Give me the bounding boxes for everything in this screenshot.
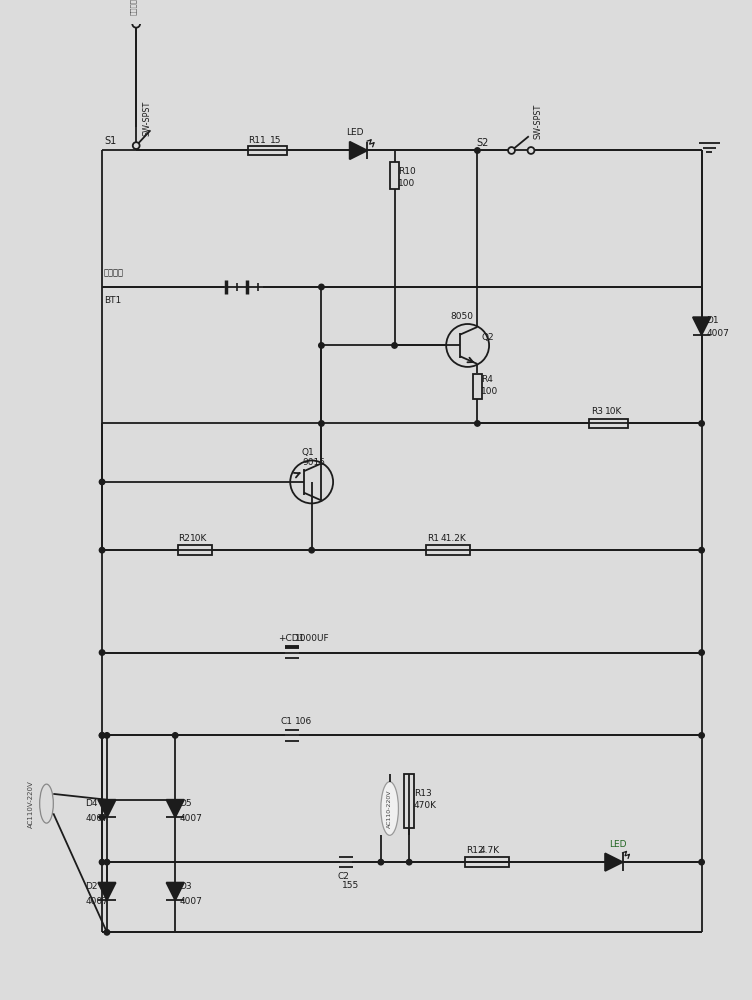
Circle shape [309,547,314,553]
Circle shape [99,733,105,738]
Text: R2: R2 [178,534,190,543]
Circle shape [99,650,105,655]
Text: LED: LED [609,840,626,849]
Text: AC110-220V: AC110-220V [387,789,392,828]
Text: Q2: Q2 [481,333,494,342]
Circle shape [99,479,105,485]
Text: S2: S2 [477,138,489,148]
Text: D1: D1 [706,316,719,325]
Text: D3: D3 [179,882,192,891]
Circle shape [132,20,140,28]
Circle shape [378,859,384,865]
Circle shape [99,815,105,820]
Text: 其他功能: 其他功能 [130,0,137,15]
Circle shape [699,859,705,865]
Circle shape [319,343,324,348]
Text: R10: R10 [399,167,416,176]
Polygon shape [605,853,623,871]
Text: 4007: 4007 [179,814,202,823]
Circle shape [172,733,178,738]
Circle shape [475,148,480,153]
Text: R13: R13 [414,789,432,798]
Circle shape [99,733,105,738]
Text: 100: 100 [481,387,499,396]
Text: 106: 106 [295,717,312,726]
Bar [390,162,399,189]
Text: 4.7K: 4.7K [479,846,499,855]
Text: 4007: 4007 [179,897,202,906]
Circle shape [105,859,110,865]
Circle shape [475,421,480,426]
Text: +CD1: +CD1 [278,634,305,643]
Text: 4007: 4007 [706,329,729,338]
Text: 10K: 10K [605,407,623,416]
Polygon shape [99,883,116,900]
Circle shape [319,421,324,426]
Bar [177,545,212,555]
Circle shape [105,930,110,935]
Text: D4: D4 [86,799,98,808]
Bar [465,857,509,867]
Text: R1: R1 [426,534,438,543]
Text: LED: LED [346,128,363,137]
Ellipse shape [381,782,399,835]
Text: C1: C1 [280,717,293,726]
Polygon shape [99,800,116,817]
Text: R12: R12 [465,846,484,855]
Circle shape [699,733,705,738]
Text: D2: D2 [86,882,98,891]
Bar [426,545,470,555]
Circle shape [319,284,324,290]
Polygon shape [166,800,184,817]
Text: D5: D5 [179,799,192,808]
Circle shape [99,859,105,865]
Text: 41.2K: 41.2K [441,534,466,543]
Circle shape [699,547,705,553]
Text: Q1: Q1 [302,448,314,457]
Bar [590,419,629,428]
Polygon shape [166,883,184,900]
Text: 1000UF: 1000UF [295,634,329,643]
Circle shape [406,859,412,865]
Text: SW-SPST: SW-SPST [534,104,543,139]
Text: 9015: 9015 [302,458,325,467]
Circle shape [699,650,705,655]
Text: 8050: 8050 [450,312,473,321]
Text: R3: R3 [591,407,603,416]
Circle shape [528,147,535,154]
Text: 100: 100 [399,179,416,188]
Text: 10K: 10K [190,534,208,543]
Text: SW-SPST: SW-SPST [142,101,151,136]
Circle shape [392,343,397,348]
Ellipse shape [40,784,53,823]
Text: R4: R4 [481,375,493,384]
Text: 4007: 4007 [86,897,108,906]
Text: BT1: BT1 [104,296,121,305]
Text: 4007: 4007 [86,814,108,823]
Circle shape [508,147,515,154]
Circle shape [105,733,110,738]
Text: AC110V-220V: AC110V-220V [28,780,34,828]
Circle shape [290,460,333,503]
Text: 155: 155 [342,881,359,890]
Circle shape [446,324,489,367]
Text: 充电电池: 充电电池 [104,269,124,278]
Circle shape [99,547,105,553]
Text: C2: C2 [338,872,350,881]
Text: 470K: 470K [414,801,437,810]
Bar [405,774,414,828]
Text: R11: R11 [248,136,266,145]
Bar [248,146,287,155]
Circle shape [699,421,705,426]
Polygon shape [693,317,711,335]
Circle shape [133,142,140,149]
Text: 15: 15 [270,136,281,145]
Polygon shape [350,142,367,159]
Text: S1: S1 [105,136,117,146]
Bar [472,374,482,399]
